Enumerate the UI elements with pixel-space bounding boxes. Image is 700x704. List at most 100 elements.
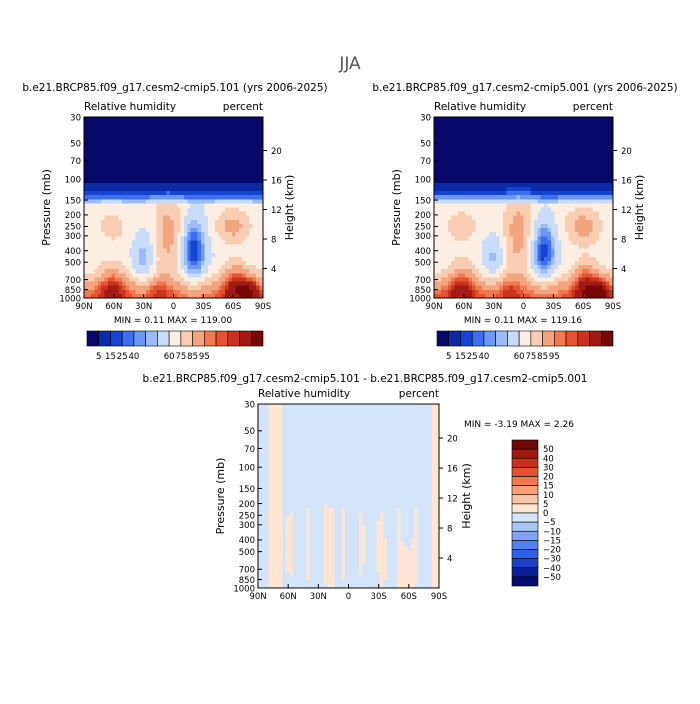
contour-cell	[489, 240, 493, 245]
contour-cell	[239, 183, 243, 188]
contour-cell	[215, 269, 219, 274]
contour-cell	[524, 236, 528, 241]
contour-cell	[239, 142, 243, 147]
contour-cell	[118, 286, 122, 291]
contour-cell	[222, 216, 226, 221]
contour-cell	[118, 245, 122, 250]
contour-cell	[544, 142, 548, 147]
contour-cell	[434, 195, 438, 200]
contour-cell	[136, 199, 140, 204]
contour-cell	[146, 232, 150, 237]
contour-cell	[101, 286, 105, 291]
contour-cell	[170, 240, 174, 245]
contour-cell	[211, 261, 215, 266]
contour-cell	[468, 249, 472, 254]
contour-cell	[253, 277, 257, 282]
contour-cell	[153, 212, 157, 217]
contour-cell	[261, 546, 265, 551]
contour-cell	[548, 265, 552, 270]
contour-cell	[513, 228, 517, 233]
contour-cell	[211, 191, 215, 196]
contour-cell	[272, 563, 276, 568]
contour-cell	[437, 175, 441, 180]
contour-cell	[180, 183, 184, 188]
contour-cell	[235, 117, 239, 122]
contour-cell	[558, 232, 562, 237]
contour-cell	[582, 179, 586, 184]
contour-cell	[268, 525, 272, 530]
contour-cell	[204, 129, 208, 134]
contour-cell	[191, 277, 195, 282]
contour-cell	[479, 154, 483, 159]
contour-cell	[606, 170, 610, 175]
contour-cell	[582, 175, 586, 180]
contour-cell	[118, 212, 122, 217]
contour-cell	[551, 166, 555, 171]
contour-cell	[468, 142, 472, 147]
contour-cell	[249, 195, 253, 200]
contour-cell	[256, 273, 260, 278]
contour-cell	[232, 212, 236, 217]
contour-cell	[160, 228, 164, 233]
contour-cell	[275, 513, 279, 518]
contour-cell	[218, 257, 222, 262]
contour-cell	[198, 212, 202, 217]
contour-cell	[444, 273, 448, 278]
contour-cell	[575, 195, 579, 200]
contour-cell	[256, 216, 260, 221]
colorbar-label: 40	[479, 352, 490, 362]
contour-cell	[143, 162, 147, 167]
contour-cell	[235, 138, 239, 143]
contour-cell	[482, 133, 486, 138]
contour-cell	[265, 513, 269, 518]
contour-cell	[170, 162, 174, 167]
contour-cell	[184, 154, 188, 159]
contour-cell	[451, 146, 455, 151]
contour-cell	[122, 166, 126, 171]
contour-cell	[187, 236, 191, 241]
contour-cell	[444, 133, 448, 138]
contour-cell	[170, 257, 174, 262]
contour-cell	[585, 138, 589, 143]
contour-cell	[520, 203, 524, 208]
contour-cell	[462, 138, 466, 143]
contour-cell	[170, 232, 174, 237]
contour-cell	[572, 277, 576, 282]
contour-cell	[468, 216, 472, 221]
contour-cell	[105, 199, 109, 204]
contour-cell	[606, 199, 610, 204]
contour-cell	[105, 224, 109, 229]
contour-cell	[115, 175, 119, 180]
contour-cell	[198, 220, 202, 225]
y-tick-label: 50	[420, 140, 431, 150]
contour-cell	[565, 220, 569, 225]
contour-cell	[482, 142, 486, 147]
contour-cell	[149, 232, 153, 237]
contour-cell	[548, 208, 552, 213]
contour-cell	[208, 125, 212, 130]
contour-cell	[479, 195, 483, 200]
contour-cell	[204, 208, 208, 213]
contour-cell	[239, 138, 243, 143]
contour-cell	[174, 191, 178, 196]
contour-cell	[187, 277, 191, 282]
contour-cell	[218, 175, 222, 180]
contour-cell	[105, 232, 109, 237]
contour-cell	[506, 187, 510, 192]
contour-cell	[167, 191, 171, 196]
contour-cell	[229, 117, 233, 122]
contour-cell	[455, 269, 459, 274]
y-tick-label: 700	[65, 276, 81, 286]
contour-cell	[524, 154, 528, 159]
contour-cell	[565, 257, 569, 262]
contour-cell	[156, 138, 160, 143]
contour-cell	[146, 236, 150, 241]
contour-cell	[146, 257, 150, 262]
contour-cell	[225, 277, 229, 282]
contour-cell	[513, 117, 517, 122]
contour-cell	[544, 236, 548, 241]
contour-cell	[589, 117, 593, 122]
contour-cell	[268, 571, 272, 576]
right-label: percent	[573, 101, 613, 113]
contour-cell	[517, 170, 521, 175]
